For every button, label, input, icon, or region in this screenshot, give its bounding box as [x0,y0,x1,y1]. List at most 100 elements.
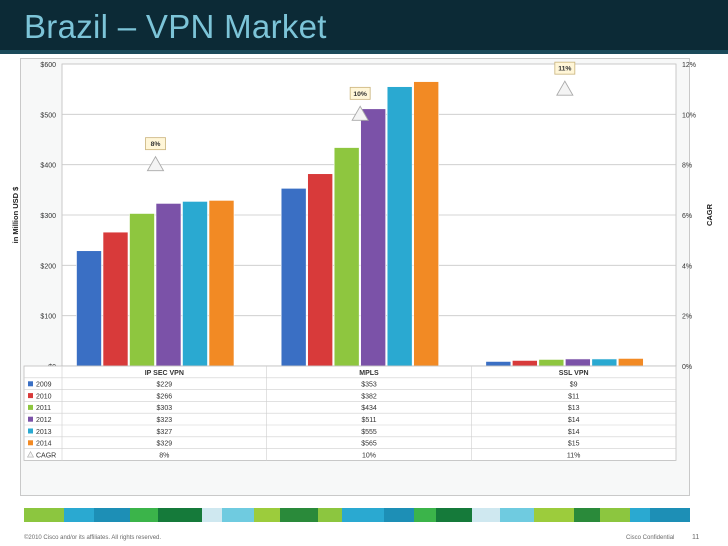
strip-segment [574,508,600,522]
data-table: IP SEC VPN MPLS SSL VPN 2009 $229 $353 $9 2010 $… [23,365,677,461]
legend-label: 2012 [36,417,52,424]
bar [155,203,182,367]
y2-tick-label: 0% [682,364,692,371]
category-label: MPLS [359,370,379,377]
table-cell: $329 [157,441,173,448]
bar [307,173,333,367]
y-axis-title: in Million USD $ [11,186,20,243]
legend-swatch [28,428,33,434]
bar [360,108,386,367]
table-cell: 8% [159,452,169,459]
strip-segment [222,508,254,522]
bar [76,250,102,367]
strip-segment [202,508,222,522]
bar [102,231,129,367]
legend-label: 2013 [36,429,52,436]
bar [591,358,618,367]
table-cell: $15 [568,441,580,448]
table-cell: $14 [568,429,580,436]
cagr-marker [146,155,165,172]
table-cell: $303 [157,405,173,412]
y2-tick-label: 12% [682,62,696,69]
bar [538,359,565,367]
table-cell: $555 [361,429,377,436]
y2-tick-label: 2% [682,314,692,321]
bar [512,360,538,367]
decorative-color-strip [24,508,690,522]
cagr-label: 10% [353,91,367,98]
strip-segment [130,508,158,522]
bar [129,213,155,367]
category-label: SSL VPN [559,370,589,377]
strip-segment [600,508,630,522]
table-cell: $13 [568,405,580,412]
y-tick-label: $500 [40,112,56,119]
table-cell: $229 [157,382,173,389]
legend-label: 2014 [36,441,52,448]
slide-header: Brazil – VPN Market [0,0,728,54]
bar [333,147,360,367]
table-cell: $9 [570,382,578,389]
bar [618,358,644,367]
cagr-marker [351,105,369,121]
bar [485,361,512,367]
y-tick-label: $400 [40,163,56,170]
strip-segment [630,508,650,522]
legend-swatch [28,416,33,422]
strip-segment [280,508,318,522]
bar [565,358,591,367]
table-cell: $266 [157,393,173,400]
strip-segment [254,508,280,522]
strip-segment [158,508,202,522]
strip-segment [94,508,130,522]
bar [208,200,235,367]
bar [182,201,208,367]
category-label: IP SEC VPN [145,370,184,377]
legend-label: 2009 [36,382,52,389]
table-cell: $353 [361,382,377,389]
legend-label: 2010 [36,393,52,400]
y-tick-label: $100 [40,314,56,321]
cagr-label-box [554,61,576,75]
cagr-label: 8% [151,141,161,148]
bar [280,188,307,367]
legend-swatch [28,440,33,446]
y2-tick-label: 6% [682,213,692,220]
bar [413,81,439,367]
confidential-label: Cisco Confidential [626,535,675,541]
legend-label: CAGR [36,452,56,459]
table-cell: $327 [157,429,173,436]
cagr-label: 11% [558,66,571,73]
strip-segment [472,508,500,522]
slide-title: Brazil – VPN Market [24,8,327,45]
strip-segment [342,508,384,522]
legend-swatch [28,381,33,387]
copyright-footer: ©2010 Cisco and/or its affiliates. All r… [24,535,162,541]
y2-tick-label: 10% [682,112,696,119]
cagr-marker [556,80,574,96]
strip-segment [414,508,436,522]
strip-segment [384,508,414,522]
table-cell: 11% [567,452,581,459]
strip-segment [500,508,534,522]
strip-segment [534,508,574,522]
bar [386,86,413,367]
y2-tick-label: 4% [682,263,692,270]
strip-segment [436,508,472,522]
y-tick-label: $300 [40,213,56,220]
cagr-label-box [349,86,371,100]
legend-swatch [28,404,33,410]
y2-axis-title: CAGR [705,203,714,226]
table-cell: $382 [361,393,377,400]
chart-bars [76,81,644,367]
y-tick-label: $600 [40,62,56,69]
table-cell: $14 [568,417,580,424]
table-cell: $565 [361,441,377,448]
table-cell: $11 [568,393,579,400]
page-number: 11 [692,534,700,541]
cagr-legend-marker [26,450,35,458]
table-cell: $434 [361,405,377,412]
y-tick-label: $200 [40,263,56,270]
strip-segment [318,508,342,522]
strip-segment [650,508,690,522]
